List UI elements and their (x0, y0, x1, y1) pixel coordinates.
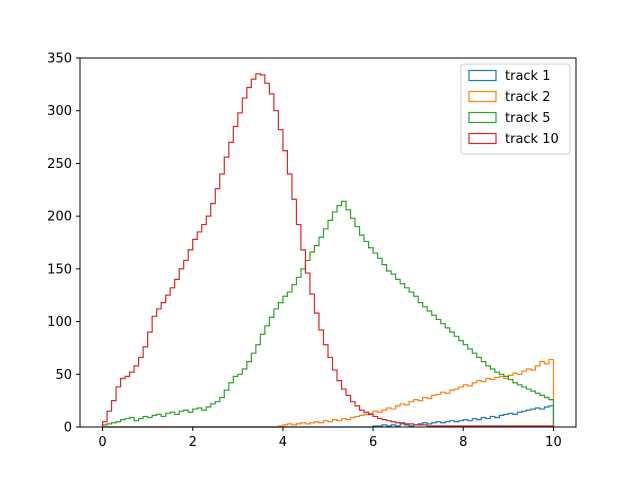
legend-swatch (468, 132, 497, 145)
y-tick-label: 150 (47, 262, 72, 277)
y-tick-label: 0 (64, 421, 72, 436)
legend-label: track 2 (505, 90, 551, 105)
x-tick-label: 6 (369, 435, 377, 450)
x-tick-label: 0 (98, 435, 106, 450)
legend: track 1 track 2 track 5 track 10 (460, 63, 571, 155)
legend-label: track 1 (505, 69, 551, 84)
y-tick-label: 250 (47, 157, 72, 172)
x-tick-label: 10 (545, 435, 562, 450)
x-tick-label: 2 (189, 435, 197, 450)
x-axis: 0 2 4 6 8 10 (98, 427, 562, 450)
legend-label: track 10 (505, 132, 559, 147)
legend-swatch (468, 69, 497, 82)
y-tick-label: 300 (47, 104, 72, 119)
y-tick-label: 50 (55, 368, 72, 383)
histogram-series-4 (101, 73, 555, 427)
legend-label: track 5 (505, 111, 551, 126)
legend-swatch (468, 111, 497, 124)
y-tick-label: 200 (47, 210, 72, 225)
histogram-series-1 (102, 405, 555, 428)
x-tick-label: 4 (279, 435, 287, 450)
y-axis: 0 50 100 150 200 250 300 350 (47, 52, 80, 436)
legend-swatch (468, 90, 497, 103)
legend-box (460, 63, 571, 155)
axes-frame (79, 57, 577, 428)
histogram-series-3 (101, 200, 555, 427)
y-tick-label: 100 (47, 315, 72, 330)
histogram-series-2 (102, 358, 555, 428)
x-tick-label: 8 (459, 435, 467, 450)
y-tick-label: 350 (47, 52, 72, 67)
